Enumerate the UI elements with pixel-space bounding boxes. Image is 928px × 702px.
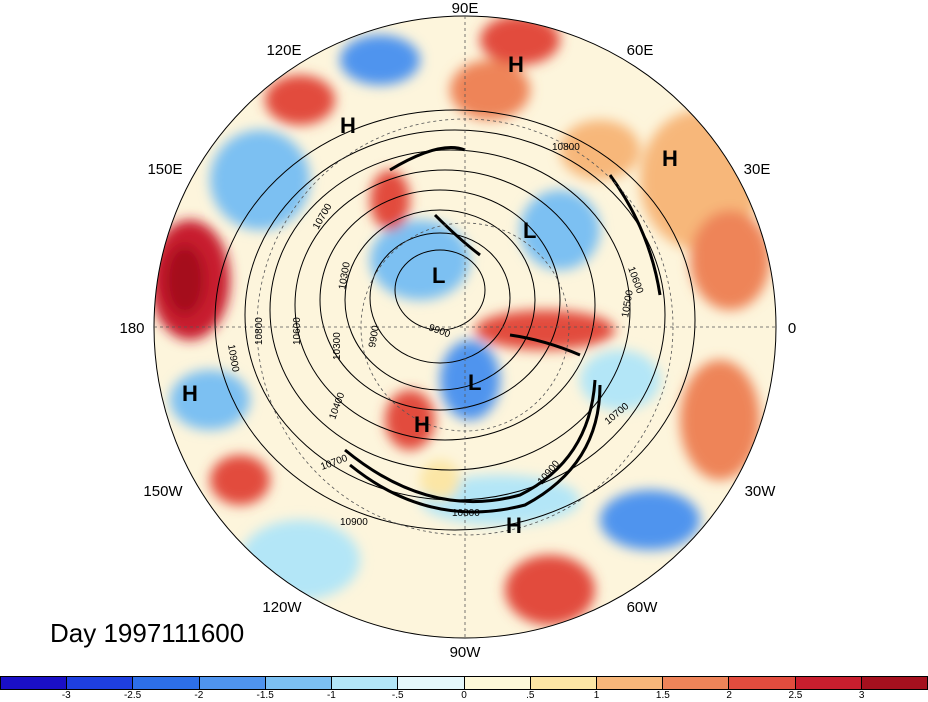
colorbar-swatch bbox=[199, 677, 266, 689]
contour-label: 9900 bbox=[367, 324, 382, 348]
contour-label: 10600 bbox=[292, 317, 303, 345]
colorbar-swatch bbox=[729, 677, 796, 689]
contour-label: 10300 bbox=[337, 261, 353, 291]
colorbar-tick-label: 2.5 bbox=[788, 690, 803, 701]
colorbar-swatch bbox=[663, 677, 730, 689]
lon-180: 180 bbox=[119, 320, 144, 337]
colorbar-swatch bbox=[530, 677, 597, 689]
lon-120e: 120E bbox=[266, 42, 301, 59]
colorbar-tick-label: 3 bbox=[858, 690, 865, 701]
colorbar-tick-label: -2.5 bbox=[123, 690, 142, 701]
colorbar-swatch bbox=[398, 677, 465, 689]
high-marker: H bbox=[508, 52, 524, 77]
colorbar bbox=[0, 676, 928, 690]
colorbar-swatch bbox=[133, 677, 200, 689]
low-marker: L bbox=[432, 263, 445, 288]
high-marker: H bbox=[662, 146, 678, 171]
colorbar-swatch bbox=[596, 677, 664, 689]
lon-120w: 120W bbox=[262, 599, 302, 616]
low-marker: L bbox=[523, 218, 536, 243]
colorbar-swatch bbox=[795, 677, 862, 689]
colorbar-tick-label: -.5 bbox=[391, 690, 404, 701]
colorbar-tick-label: 0 bbox=[461, 690, 467, 701]
colorbar-swatch bbox=[332, 677, 399, 689]
colorbar-tick-label: 1.5 bbox=[655, 690, 670, 701]
contour-label: 10800 bbox=[452, 508, 480, 519]
colorbar-tick-label: -2 bbox=[194, 690, 204, 701]
lon-60w: 60W bbox=[627, 599, 659, 616]
colorbar-tick-label: 2 bbox=[726, 690, 732, 701]
colorbar-tick-label: -1 bbox=[326, 690, 336, 701]
lon-90e: 90E bbox=[452, 0, 479, 17]
lon-150w: 150W bbox=[143, 483, 183, 500]
low-marker: L bbox=[468, 370, 481, 395]
contour-label: 10900 bbox=[340, 517, 368, 528]
graticule bbox=[154, 16, 776, 638]
height-contours bbox=[214, 109, 696, 531]
lon-0: 0 bbox=[788, 320, 796, 337]
high-marker: H bbox=[182, 381, 198, 406]
colorbar-labels: -3 -2.5 -2 -1.5 -1 -.5 0 .5 1 1.5 2 2.5 3 bbox=[0, 690, 928, 702]
lon-30e: 30E bbox=[744, 161, 771, 178]
lon-30w: 30W bbox=[745, 483, 777, 500]
lon-90w: 90W bbox=[450, 644, 482, 661]
high-marker: H bbox=[414, 412, 430, 437]
pressure-systems: H H H L L L H H H bbox=[182, 52, 678, 538]
high-marker: H bbox=[506, 513, 522, 538]
colorbar-swatch bbox=[1, 677, 68, 689]
contour-label: 10800 bbox=[254, 317, 265, 345]
colorbar-tick-label: .5 bbox=[526, 690, 535, 701]
colorbar-tick-label: -1.5 bbox=[256, 690, 274, 701]
contour-label: 10500 bbox=[620, 289, 636, 319]
jet-contours bbox=[344, 146, 662, 514]
colorbar-swatch bbox=[265, 677, 333, 689]
colorbar-tick-label: -3 bbox=[61, 690, 71, 701]
colorbar-tick-label: 1 bbox=[593, 690, 600, 701]
longitude-labels: 90E 60E 30E 0 30W 60W 90W 120W 150W 180 … bbox=[119, 0, 796, 661]
colorbar-swatch bbox=[67, 677, 134, 689]
contour-label: 10800 bbox=[552, 142, 580, 153]
colorbar-swatch bbox=[861, 677, 928, 689]
colorbar-swatch bbox=[464, 677, 531, 689]
contour-label: 10300 bbox=[332, 332, 343, 360]
high-marker: H bbox=[340, 113, 356, 138]
lon-60e: 60E bbox=[627, 42, 654, 59]
lon-150e: 150E bbox=[147, 161, 182, 178]
contour-label: 10900 bbox=[225, 344, 241, 374]
day-title: Day 1997111600 bbox=[50, 618, 245, 648]
